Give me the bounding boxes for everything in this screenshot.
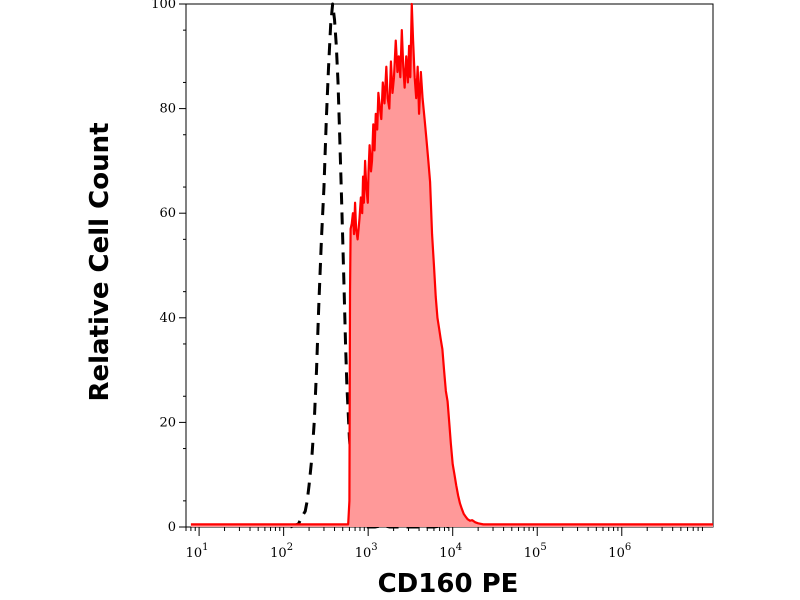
x-tick-label-0: 101 bbox=[186, 542, 209, 561]
series-1-line bbox=[190, 2, 713, 526]
series-layer bbox=[190, 2, 713, 529]
x-tick-label-exponent: 6 bbox=[625, 542, 631, 553]
y-axis: 0 20 40 60 80 100 bbox=[151, 0, 186, 535]
y-axis-title: Relative Cell Count bbox=[85, 122, 115, 401]
y-tick-label-3: 60 bbox=[159, 206, 176, 221]
y-tick-label-2: 40 bbox=[159, 311, 176, 326]
x-tick-label-exponent: 1 bbox=[202, 542, 208, 553]
x-tick-label-exponent: 3 bbox=[371, 542, 377, 553]
x-tick-label-2: 103 bbox=[355, 542, 378, 561]
series-0-line bbox=[289, 2, 450, 529]
x-axis-title: CD160 PE bbox=[378, 569, 519, 599]
x-tick-label-base: 10 bbox=[270, 546, 287, 561]
y-tick-label-0: 0 bbox=[168, 520, 176, 535]
y-tick-label-4: 80 bbox=[159, 102, 176, 117]
x-tick-label-exponent: 4 bbox=[456, 542, 462, 553]
x-tick-label-5: 106 bbox=[608, 542, 631, 561]
x-tick-label-1: 102 bbox=[270, 542, 293, 561]
x-tick-label-base: 10 bbox=[186, 546, 203, 561]
x-tick-label-base: 10 bbox=[355, 546, 372, 561]
x-tick-label-exponent: 2 bbox=[287, 542, 293, 553]
x-axis: 101 102 103 104 105 106 bbox=[185, 527, 703, 561]
y-tick-label-5: 100 bbox=[151, 0, 176, 12]
x-tick-label-4: 105 bbox=[524, 542, 547, 561]
x-tick-label-base: 10 bbox=[608, 546, 625, 561]
x-tick-label-exponent: 5 bbox=[540, 542, 546, 553]
x-tick-label-base: 10 bbox=[524, 546, 541, 561]
x-tick-label-3: 104 bbox=[439, 542, 462, 561]
y-tick-label-1: 20 bbox=[159, 415, 176, 430]
x-tick-label-base: 10 bbox=[439, 546, 456, 561]
